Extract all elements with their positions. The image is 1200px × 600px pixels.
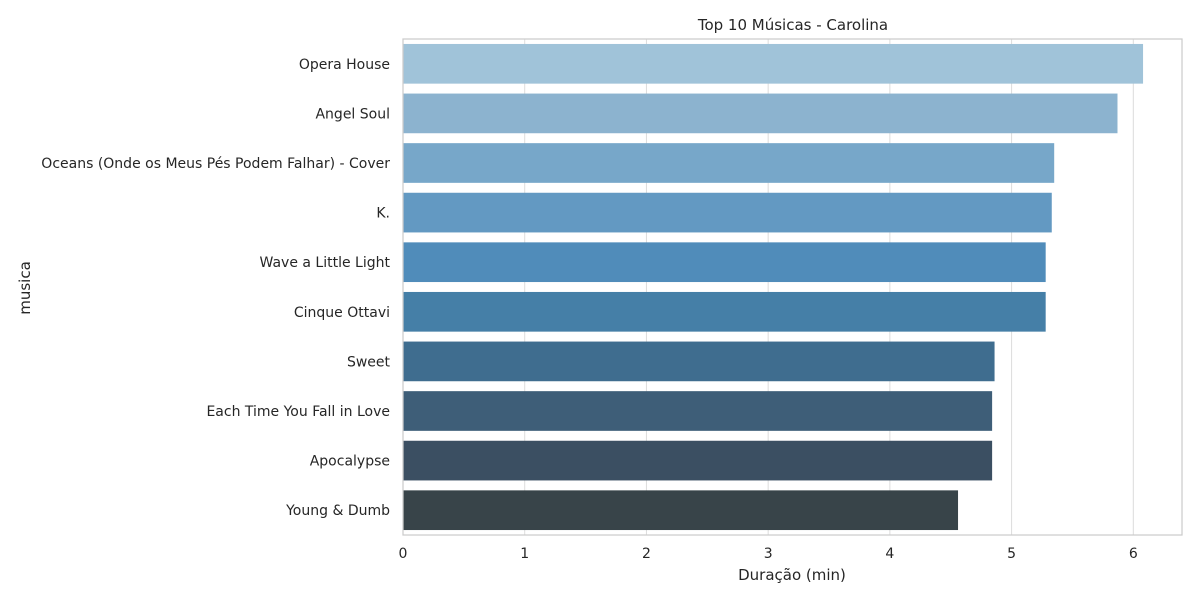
bars-group <box>403 43 1144 531</box>
x-tick-label: 6 <box>1129 546 1138 562</box>
bar <box>403 291 1046 332</box>
bar <box>403 391 993 431</box>
chart-title: Top 10 Músicas - Carolina <box>697 16 888 34</box>
y-tick-label: Opera House <box>299 57 390 73</box>
plot-frame <box>402 38 1183 536</box>
y-tick-label: Young & Dumb <box>285 503 390 519</box>
y-tick-labels: Opera House Angel Soul Oceans (Onde os Meu… <box>41 57 390 519</box>
x-tick-label: 3 <box>764 546 773 562</box>
bar <box>403 341 995 382</box>
bar <box>403 192 1052 233</box>
bar <box>403 242 1046 283</box>
y-tick-label: Apocalypse <box>310 454 390 470</box>
y-tick-label: K. <box>376 206 390 222</box>
x-tick-label: 2 <box>642 546 651 562</box>
y-tick-label: Each Time You Fall in Love <box>206 404 390 420</box>
y-tick-label: Cinque Ottavi <box>294 305 390 321</box>
bar <box>403 490 959 531</box>
bar <box>403 93 1118 134</box>
y-tick-label: Angel Soul <box>315 106 390 122</box>
y-axis-label: musica <box>16 261 34 315</box>
bar <box>403 43 1144 84</box>
y-tick-label: Wave a Little Light <box>260 255 391 271</box>
y-tick-label: Sweet <box>347 354 391 370</box>
x-tick-label: 1 <box>520 546 529 562</box>
x-tick-label: 4 <box>885 546 894 562</box>
bar <box>403 440 993 481</box>
x-tick-label: 5 <box>1007 546 1016 562</box>
x-tick-label: 0 <box>399 546 408 562</box>
bar <box>403 143 1055 183</box>
y-tick-label: Oceans (Onde os Meus Pés Podem Falhar) -… <box>41 156 390 172</box>
x-axis-label: Duração (min) <box>738 566 846 584</box>
x-tick-labels: 0 1 2 3 4 5 6 <box>399 546 1138 562</box>
